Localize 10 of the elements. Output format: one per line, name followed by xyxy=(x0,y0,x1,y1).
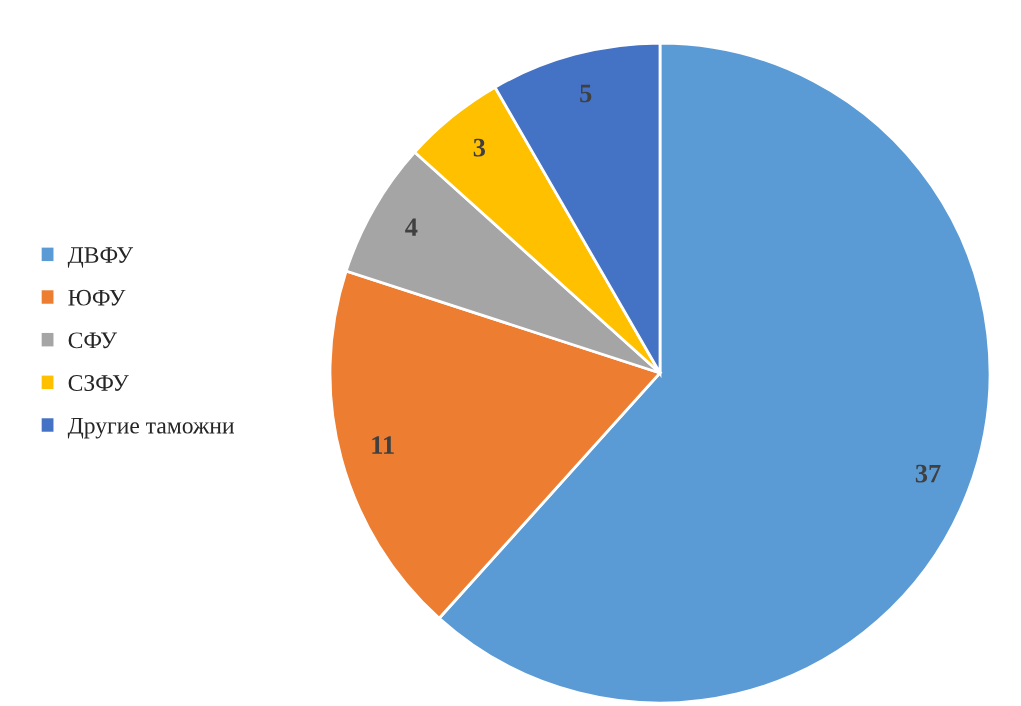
legend-label: ДВФУ xyxy=(67,247,134,268)
data-label: 11 xyxy=(372,436,394,454)
data-label: 4 xyxy=(405,218,418,236)
data-label: 37 xyxy=(915,464,941,483)
legend-label: ЮФУ xyxy=(68,289,126,306)
legend-label: Другие таможни xyxy=(67,417,235,439)
legend-label: СЗФУ xyxy=(68,375,129,391)
legend-label: СФУ xyxy=(68,332,117,349)
data-label: 5 xyxy=(580,84,592,103)
data-label: 3 xyxy=(473,138,486,157)
